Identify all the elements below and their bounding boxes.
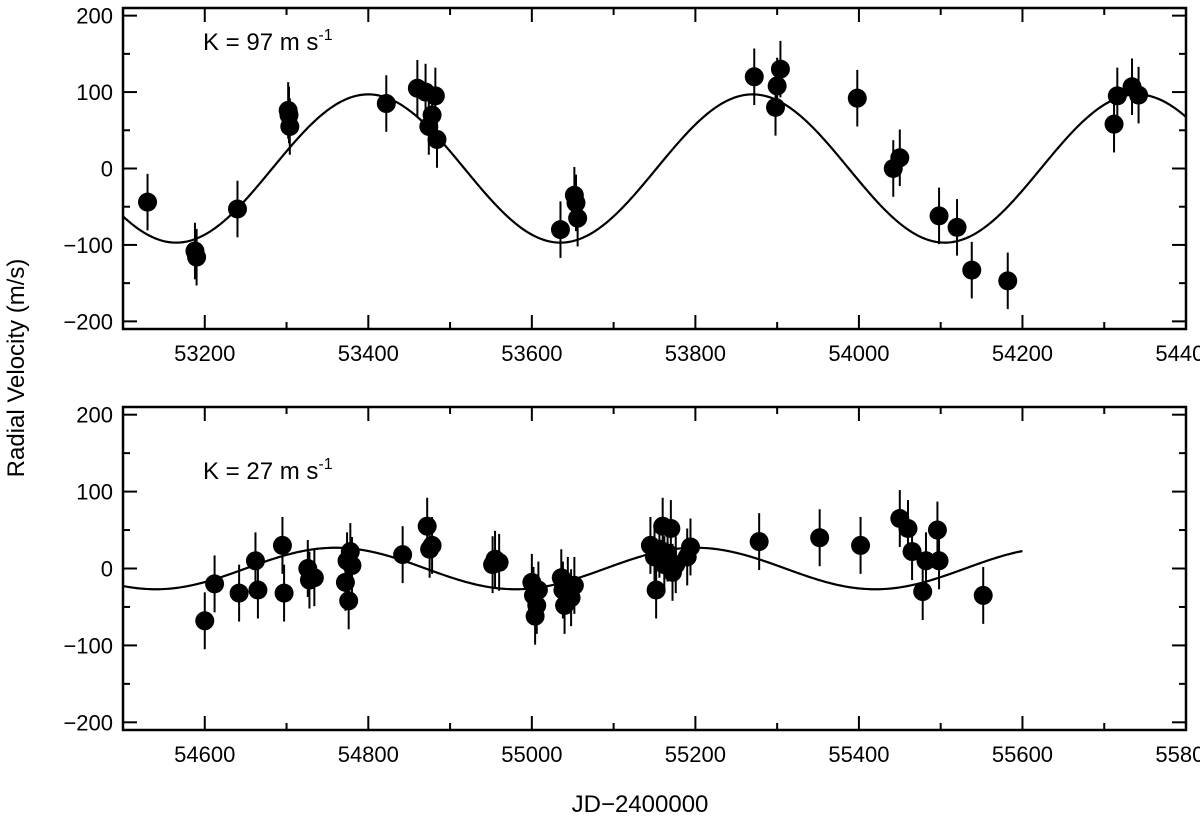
bottom-panel: 54600 54800 55000 55200 55400 55600 55800 200 10… — [63, 403, 1200, 767]
data-point — [770, 59, 790, 79]
data-point — [947, 217, 967, 237]
data-point — [425, 86, 445, 106]
top-panel: 53200 53400 53600 53800 54000 54200 54400 200 10… — [63, 4, 1200, 366]
data-point — [274, 583, 294, 603]
plot-frame — [121, 6, 1188, 331]
data-point — [767, 76, 787, 96]
data-point — [342, 555, 362, 575]
data-point — [929, 206, 949, 226]
x-tick-label: 55000 — [501, 742, 562, 767]
data-point — [962, 260, 982, 280]
data-point — [973, 585, 993, 605]
data-point — [847, 88, 867, 108]
data-point — [744, 67, 764, 87]
x-tick-label: 54200 — [992, 341, 1053, 366]
y-tick-label: −200 — [63, 710, 113, 735]
x-tick-label: 54800 — [338, 742, 399, 767]
data-point — [898, 519, 918, 539]
data-point — [564, 575, 584, 595]
data-point — [138, 192, 158, 212]
data-point — [550, 220, 570, 240]
data-point — [304, 568, 324, 588]
data-point — [427, 129, 447, 149]
x-tick-label: 54600 — [174, 742, 235, 767]
data-point — [851, 535, 871, 555]
data-point — [890, 148, 910, 168]
data-point — [646, 580, 666, 600]
y-tick-label: 100 — [76, 80, 113, 105]
y-tick-label: 200 — [76, 403, 113, 428]
data-point — [195, 611, 215, 631]
x-tick-label: 55800 — [1155, 742, 1200, 767]
data-point — [489, 552, 509, 572]
data-point — [245, 551, 265, 571]
annotation-text: K = 27 m s — [203, 458, 318, 485]
data-point — [1104, 114, 1124, 134]
x-tick-label: 54000 — [828, 341, 889, 366]
x-tick-label: 53600 — [501, 341, 562, 366]
annotation-text: K = 97 m s — [203, 29, 318, 56]
x-tick-label: 55600 — [992, 742, 1053, 767]
x-axis-label: JD−2400000 — [572, 791, 709, 818]
data-point — [680, 537, 700, 557]
data-point — [205, 574, 225, 594]
data-point — [661, 519, 681, 539]
amplitude-annotation: K = 27 m s-1 — [203, 456, 333, 485]
fit-curve — [122, 93, 1187, 244]
data-point — [1129, 85, 1149, 105]
data-point — [528, 580, 548, 600]
y-tick-label: 0 — [101, 157, 113, 182]
data-point — [339, 591, 359, 611]
data-point — [280, 116, 300, 136]
data-point — [1107, 86, 1127, 106]
data-point — [227, 199, 247, 219]
y-tick-label: 0 — [101, 557, 113, 582]
data-point — [272, 535, 292, 555]
data-point — [376, 94, 396, 114]
data-point — [187, 247, 207, 267]
x-tick-label: 54400 — [1155, 341, 1200, 366]
x-tick-label: 53800 — [665, 341, 726, 366]
data-point — [527, 595, 547, 615]
data-point — [229, 583, 249, 603]
x-tick-label: 55400 — [828, 742, 889, 767]
data-point — [568, 208, 588, 228]
data-point — [902, 542, 922, 562]
data-point — [248, 580, 268, 600]
data-point — [422, 105, 442, 125]
y-tick-label: −100 — [63, 633, 113, 658]
data-point — [998, 271, 1018, 291]
data-point — [393, 545, 413, 565]
x-tick-label: 53400 — [338, 341, 399, 366]
data-point — [340, 542, 360, 562]
data-point — [913, 582, 933, 602]
data-point — [417, 516, 437, 536]
amplitude-annotation: K = 97 m s-1 — [203, 27, 333, 56]
x-tick-label: 53200 — [174, 341, 235, 366]
y-tick-label: 200 — [76, 4, 113, 29]
data-point — [749, 532, 769, 552]
y-tick-label: −200 — [63, 309, 113, 334]
data-point — [566, 193, 586, 213]
x-tick-label: 55200 — [665, 742, 726, 767]
y-tick-label: 100 — [76, 480, 113, 505]
data-point — [422, 535, 442, 555]
data-point — [927, 520, 947, 540]
y-axis-label: Radial Velocity (m/s) — [3, 259, 30, 478]
data-point — [916, 551, 936, 571]
data-point — [766, 97, 786, 117]
data-point — [929, 551, 949, 571]
y-tick-label: −100 — [63, 233, 113, 258]
data-point — [810, 528, 830, 548]
annotation-exponent: -1 — [318, 456, 332, 473]
annotation-exponent: -1 — [318, 27, 332, 44]
